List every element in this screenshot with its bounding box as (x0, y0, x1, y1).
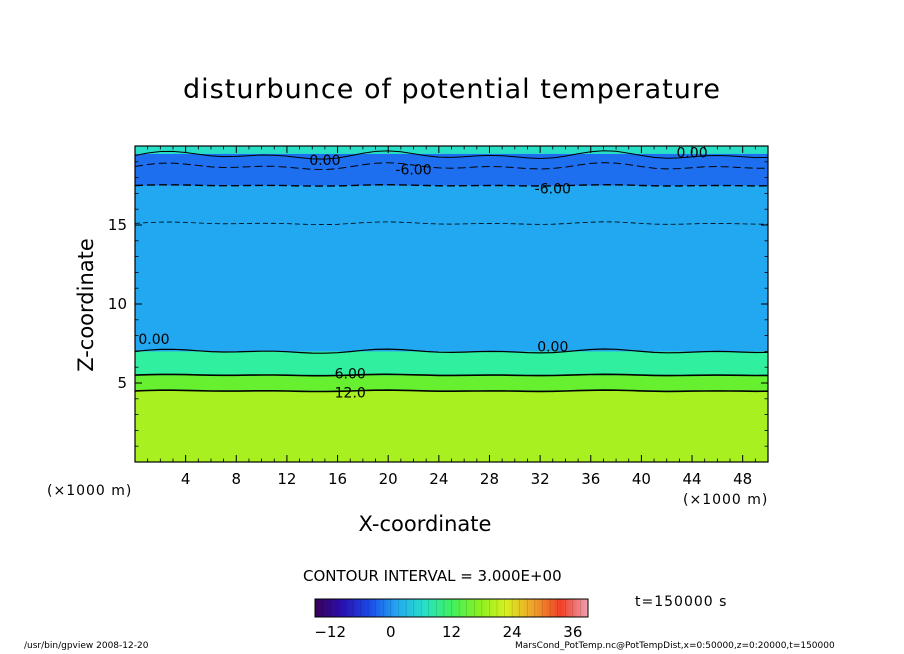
contour-0-upper (135, 150, 768, 160)
x-tick-label-20: 20 (379, 470, 398, 488)
x-tick-label-8: 8 (232, 470, 242, 488)
colorbar-gradient (314, 598, 589, 618)
contour-label-7: 12.0 (335, 385, 366, 401)
x-tick-label-44: 44 (682, 470, 701, 488)
x-tick-label-12: 12 (277, 470, 296, 488)
colorbar-label-36: 36 (563, 623, 582, 641)
y-axis-label: Z-coordinate (74, 238, 98, 372)
heatmap-layer-1 (135, 375, 768, 391)
x-tick-label-36: 36 (581, 470, 600, 488)
contour-neg3 (135, 221, 768, 226)
footer-source: MarsCond_PotTemp.nc@PotTempDist,x=0:5000… (515, 641, 835, 651)
contour-interval-label: CONTOUR INTERVAL = 3.000E+00 (303, 567, 562, 585)
y-tick-label-5: 5 (117, 374, 127, 392)
x-tick-label-40: 40 (632, 470, 651, 488)
heatmap-layer-2 (135, 351, 768, 376)
heatmap-layer-3 (135, 185, 768, 352)
contour-label-1: -6.00 (395, 163, 431, 179)
contour-label-6: 6.00 (335, 367, 366, 383)
contour-label-2: 0.00 (676, 145, 707, 161)
colorbar-label-24: 24 (503, 623, 522, 641)
y-tick-label-10: 10 (108, 295, 127, 313)
colorbar-label-12: 12 (442, 623, 461, 641)
heatmap-layer-4 (135, 153, 768, 186)
colorbar-label-0: 0 (386, 623, 396, 641)
x-tick-label-48: 48 (733, 470, 752, 488)
contour-neg6-upper (135, 162, 768, 171)
contour-label-5: 0.00 (138, 332, 169, 348)
contour-label-0: 0.00 (309, 153, 340, 169)
x-tick-label-24: 24 (429, 470, 448, 488)
y-tick-label-15: 15 (108, 216, 127, 234)
heatmap-fill-layers (135, 146, 768, 462)
time-label: t=150000 s (635, 594, 728, 610)
heatmap-layer-top (135, 146, 768, 154)
footer-command: /usr/bin/gpview 2008-12-20 (24, 641, 149, 651)
contour-lines (135, 150, 768, 393)
heatmap-layer-0 (135, 390, 768, 462)
x-axis-label: X-coordinate (358, 512, 492, 536)
contour-label-4: 0.00 (537, 340, 568, 356)
y-axis-unit: (×1000 m) (47, 483, 133, 499)
x-tick-label-4: 4 (181, 470, 191, 488)
x-axis-unit: (×1000 m) (683, 492, 769, 508)
contour-labels: 0.00 -6.00 0.00 -6.00 0.00 0.00 6.00 12.0 (138, 145, 707, 401)
x-tick-label-28: 28 (480, 470, 499, 488)
contour-6 (135, 373, 768, 377)
chart-title: disturbunce of potential temperature (183, 74, 721, 105)
x-tick-label-16: 16 (328, 470, 347, 488)
colorbar-label--12: −12 (314, 623, 346, 641)
colorbar: −12 0 12 24 36 (314, 598, 589, 641)
contour-12 (135, 389, 768, 393)
contour-label-3: -6.00 (535, 182, 571, 198)
contour-neg6-lower (135, 183, 768, 187)
x-tick-label-32: 32 (531, 470, 550, 488)
contour-0-lower (135, 348, 768, 354)
